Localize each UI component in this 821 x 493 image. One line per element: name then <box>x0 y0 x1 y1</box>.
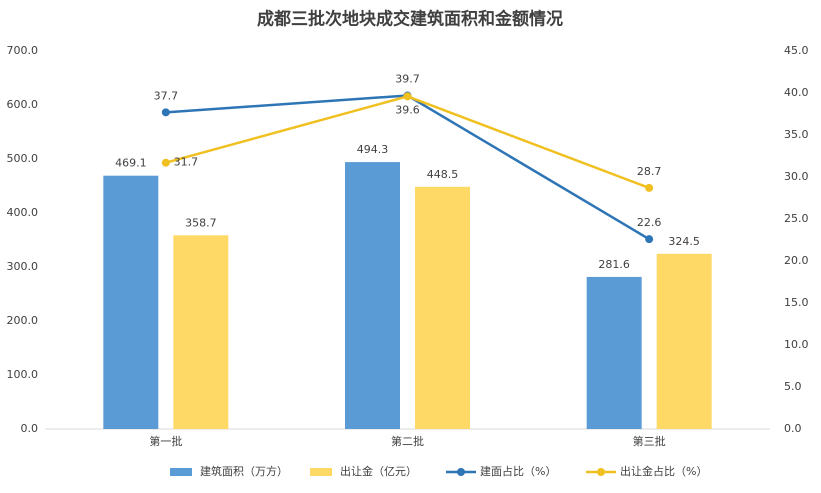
bar-label: 494.3 <box>357 143 389 156</box>
bar <box>173 235 229 429</box>
y-tick-label: 400.0 <box>7 206 39 219</box>
y2-tick-label: 40.0 <box>784 86 809 99</box>
y2-tick-label: 30.0 <box>784 170 809 183</box>
bar <box>345 162 400 429</box>
bar-label: 448.5 <box>427 168 459 181</box>
y2-tick-label: 45.0 <box>784 44 809 57</box>
y2-tick-label: 35.0 <box>784 128 809 141</box>
y2-tick-label: 5.0 <box>784 380 802 393</box>
bar <box>586 276 642 429</box>
line-label: 22.6 <box>637 216 662 229</box>
line-label: 39.6 <box>395 103 420 116</box>
x-tick-label: 第二批 <box>391 434 424 448</box>
bar-label: 281.6 <box>598 258 630 271</box>
legend-label: 出让金（亿元） <box>340 464 417 478</box>
y2-tick-label: 20.0 <box>784 254 809 267</box>
legend-label: 出让金占比（%） <box>620 464 707 478</box>
bar <box>656 253 712 429</box>
y2-tick-label: 10.0 <box>784 338 809 351</box>
bar-label: 358.7 <box>185 216 217 229</box>
line-point <box>161 158 170 167</box>
y-tick-label: 500.0 <box>7 152 39 165</box>
y-tick-label: 700.0 <box>7 44 39 57</box>
legend-label: 建面占比（%） <box>480 464 556 478</box>
x-tick-label: 第一批 <box>149 434 182 448</box>
legend-swatch <box>170 468 192 476</box>
y-tick-label: 100.0 <box>7 368 39 381</box>
line-label: 39.7 <box>395 73 420 86</box>
legend-label: 建筑面积（万方） <box>200 464 288 478</box>
y-tick-label: 200.0 <box>7 314 39 327</box>
line-point <box>645 183 654 192</box>
bar <box>103 175 159 429</box>
bar <box>415 186 470 429</box>
line-point <box>403 92 412 101</box>
y2-tick-label: 0.0 <box>784 422 802 435</box>
legend-marker <box>457 468 465 476</box>
y-tick-label: 0.0 <box>21 422 39 435</box>
line-point <box>645 235 654 244</box>
line-point <box>161 108 170 117</box>
bar-label: 324.5 <box>668 235 700 248</box>
y2-tick-label: 15.0 <box>784 296 809 309</box>
y-tick-label: 600.0 <box>7 98 39 111</box>
legend-swatch <box>310 468 332 476</box>
bar-label: 469.1 <box>115 157 147 170</box>
y-tick-label: 300.0 <box>7 260 39 273</box>
legend-marker <box>597 468 605 476</box>
y2-tick-label: 25.0 <box>784 212 809 225</box>
chart-title: 成都三批次地块成交建筑面积和金额情况 <box>257 9 563 30</box>
x-tick-label: 第三批 <box>633 434 666 448</box>
line-label: 31.7 <box>174 156 199 169</box>
line-label: 37.7 <box>154 89 179 102</box>
line-label: 28.7 <box>637 165 662 178</box>
